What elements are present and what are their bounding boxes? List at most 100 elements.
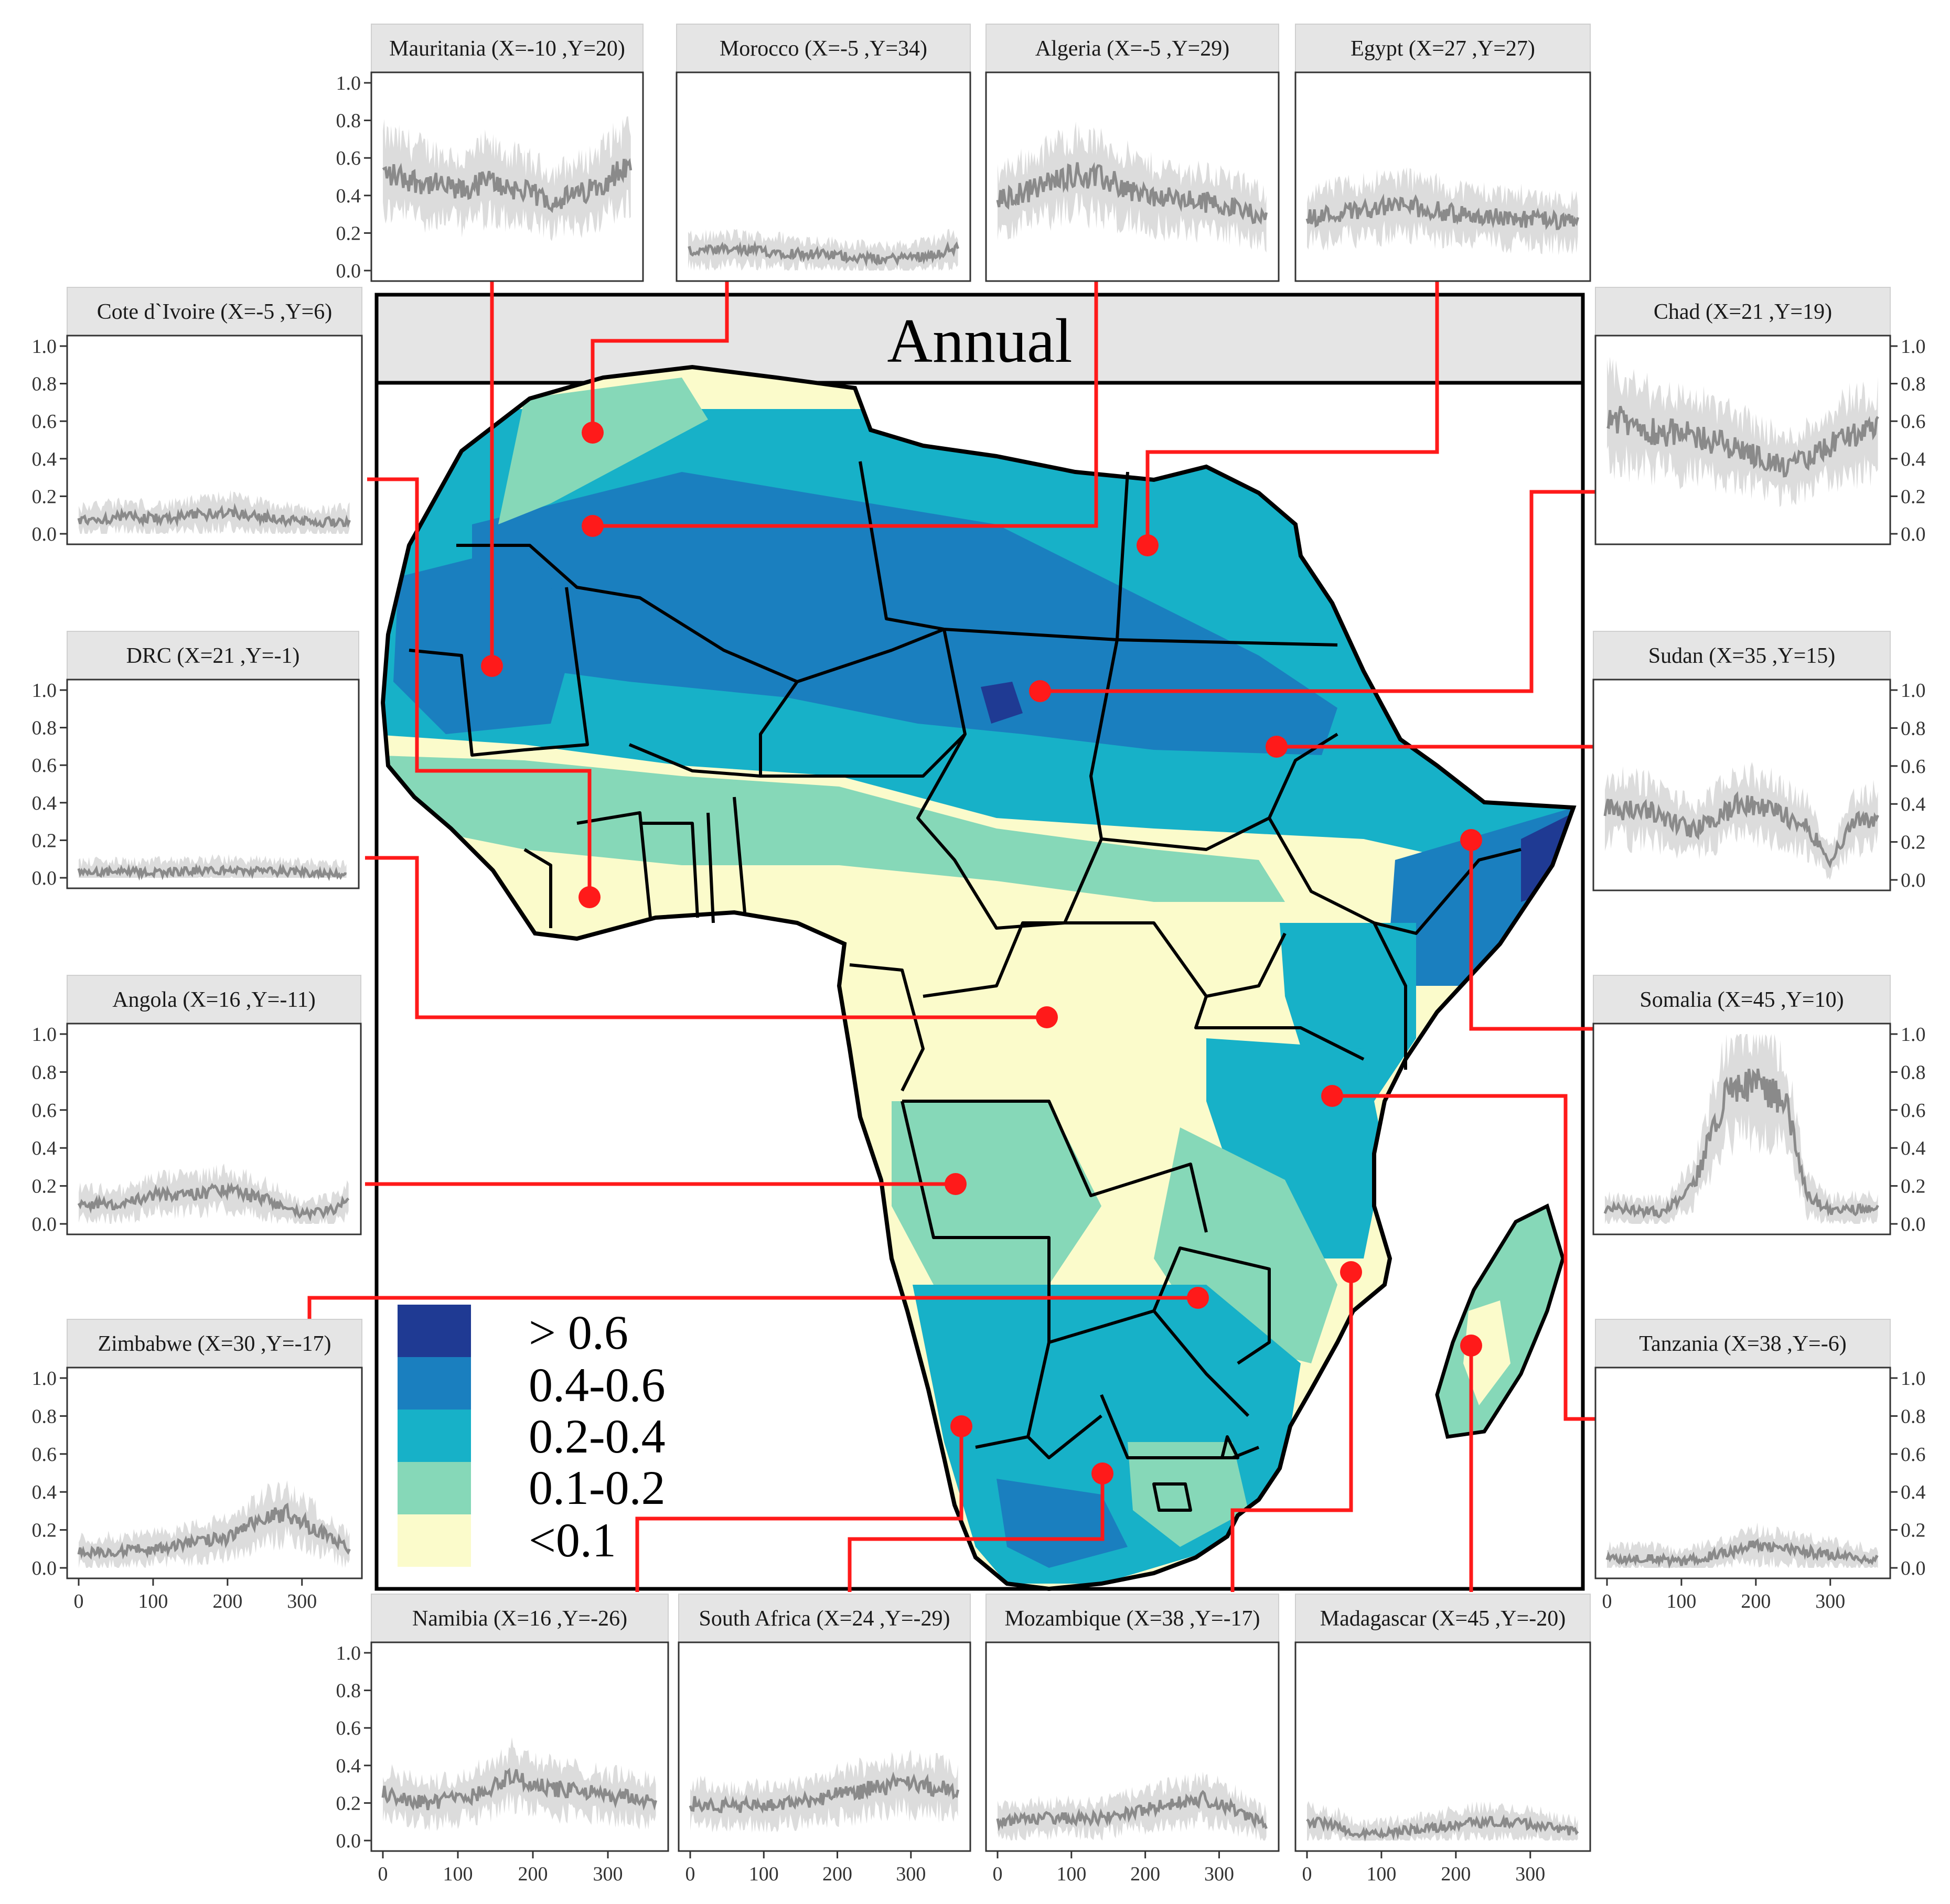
x-tick-label: 200 bbox=[1441, 1863, 1471, 1885]
y-tick-label: 0.0 bbox=[32, 523, 57, 545]
panel-namibia: Namibia (X=16 ,Y=-26) 0.0 0.2 0.4 0.6 0.8 1.0 0… bbox=[336, 1594, 669, 1885]
map-title: Annual bbox=[887, 306, 1072, 375]
legend-label-4: <0.1 bbox=[529, 1513, 616, 1567]
x-tick-label: 200 bbox=[822, 1863, 852, 1885]
y-tick-label: 0.8 bbox=[1901, 373, 1926, 395]
panel-strip-chad bbox=[1595, 287, 1891, 336]
y-tick-label: 0.2 bbox=[1901, 1520, 1926, 1542]
leader-tanzania bbox=[1332, 1094, 1595, 1421]
y-tick-label: 0.8 bbox=[32, 1405, 57, 1427]
panel-title-mauritania: Mauritania (X=-10 ,Y=20) bbox=[389, 37, 625, 61]
series-line-somalia bbox=[1603, 1068, 1879, 1219]
y-tick-label: 0.8 bbox=[32, 1061, 57, 1083]
x-tick-label: 0 bbox=[685, 1863, 695, 1885]
panel-strip-algeria bbox=[985, 24, 1279, 73]
y-tick-label: 0.6 bbox=[1901, 1444, 1926, 1466]
series-band-zimbabwe bbox=[79, 1480, 350, 1568]
x-tick-label: 300 bbox=[1204, 1863, 1234, 1885]
y-tick-label: 0.6 bbox=[32, 411, 57, 433]
y-tick-label: 0.4 bbox=[32, 448, 57, 470]
legend-swatch-0 bbox=[398, 1305, 471, 1357]
y-tick-label: 0.8 bbox=[1901, 717, 1926, 739]
y-tick-label: 0.8 bbox=[32, 373, 57, 395]
marker-madagascar bbox=[1460, 1335, 1482, 1357]
y-tick-label: 0.8 bbox=[1901, 1061, 1926, 1083]
country-borders bbox=[409, 461, 1522, 1512]
x-tick-label: 200 bbox=[212, 1590, 242, 1612]
panel-chad: Chad (X=21 ,Y=19) 0.0 0.2 0.4 0.6 0.8 1.0 bbox=[1594, 287, 1926, 545]
map-title-strip bbox=[374, 293, 1585, 385]
panel-title-angola: Angola (X=16 ,Y=-11) bbox=[112, 988, 316, 1012]
panel-egypt: Egypt (X=27 ,Y=27) bbox=[1294, 24, 1591, 282]
y-tick-label: 0.4 bbox=[1901, 793, 1926, 815]
y-tick-label: 0.2 bbox=[1901, 832, 1926, 854]
panel-sudan: Sudan (X=35 ,Y=15) 0.0 0.2 0.4 0.6 0.8 1.0 bbox=[1592, 631, 1926, 891]
y-tick-label: 0.4 bbox=[1901, 448, 1926, 470]
x-tick-label: 100 bbox=[138, 1590, 168, 1612]
y-tick-label: 1.0 bbox=[1901, 680, 1926, 702]
x-tick-label: 200 bbox=[1741, 1590, 1771, 1612]
y-tick-label: 0.4 bbox=[336, 185, 361, 207]
series-line-morocco bbox=[688, 240, 959, 267]
y-tick-label: 1.0 bbox=[32, 1024, 57, 1046]
panel-title-morocco: Morocco (X=-5 ,Y=34) bbox=[720, 37, 927, 61]
panel-strip-southafrica bbox=[678, 1594, 971, 1643]
africa-map: Annual bbox=[374, 293, 1585, 1626]
marker-algeria bbox=[582, 515, 604, 537]
y-tick-label: 0.4 bbox=[1901, 1137, 1926, 1159]
panel-southafrica: South Africa (X=24 ,Y=-29) 0 100 200 300 bbox=[678, 1594, 971, 1885]
panel-madagascar: Madagascar (X=45 ,Y=-20) 0 100 200 300 bbox=[1294, 1594, 1591, 1885]
x-tick-label: 0 bbox=[74, 1590, 84, 1612]
location-markers bbox=[481, 422, 1482, 1485]
series-band-mauritania bbox=[383, 116, 631, 241]
series-band-somalia bbox=[1605, 1034, 1878, 1224]
panel-cote: Cote d`Ivoire (X=-5 ,Y=6) 0.0 0.2 0.4 0.6 0.8… bbox=[32, 287, 363, 545]
y-tick-label: 0.0 bbox=[32, 867, 57, 889]
series-line-cote bbox=[77, 502, 351, 529]
y-tick-label: 1.0 bbox=[32, 1368, 57, 1390]
panel-strip-namibia bbox=[371, 1594, 669, 1643]
y-tick-label: 0.8 bbox=[32, 717, 57, 739]
leader-lines bbox=[307, 281, 1595, 1592]
panel-strip-egypt bbox=[1295, 24, 1591, 73]
y-tick-label: 0.4 bbox=[336, 1755, 361, 1777]
panel-strip-cote bbox=[67, 287, 362, 336]
y-tick-label: 0.0 bbox=[32, 1213, 57, 1235]
series-line-southafrica bbox=[689, 1771, 960, 1814]
panel-strip-madagascar bbox=[1295, 1594, 1591, 1643]
y-tick-label: 1.0 bbox=[1901, 1024, 1926, 1046]
legend-swatch-1 bbox=[398, 1357, 471, 1410]
x-tick-label: 100 bbox=[1666, 1590, 1696, 1612]
series-line-namibia bbox=[381, 1767, 657, 1811]
leader-southafrica bbox=[848, 1473, 1105, 1592]
panel-title-namibia: Namibia (X=16 ,Y=-26) bbox=[412, 1607, 627, 1631]
y-tick-label: 0.0 bbox=[1901, 1213, 1926, 1235]
panel-strip-tanzania bbox=[1595, 1319, 1891, 1368]
zone-horn-peak bbox=[1521, 813, 1573, 902]
x-tick-label: 200 bbox=[518, 1863, 548, 1885]
series-line-mauritania bbox=[382, 158, 633, 213]
panel-title-drc: DRC (X=21 ,Y=-1) bbox=[126, 644, 300, 668]
panel-somalia: Somalia (X=45 ,Y=10) 0.0 0.2 0.4 0.6 0.8 1.0 bbox=[1592, 975, 1926, 1235]
series-line-drc bbox=[77, 863, 347, 881]
y-tick-label: 0.0 bbox=[336, 260, 361, 282]
panel-strip-drc bbox=[67, 631, 359, 680]
leader-mozambique bbox=[1230, 1272, 1353, 1592]
series-band-chad bbox=[1607, 357, 1878, 508]
x-tick-label: 0 bbox=[1302, 1863, 1312, 1885]
y-tick-label: 0.2 bbox=[32, 1520, 57, 1542]
panel-angola: Angola (X=16 ,Y=-11) 0.0 0.2 0.4 0.6 0.8 1.0 bbox=[32, 975, 362, 1235]
y-tick-label: 0.2 bbox=[32, 1176, 57, 1198]
marker-zimbabwe bbox=[1187, 1287, 1209, 1309]
marker-tanzania bbox=[1321, 1085, 1343, 1107]
panel-title-chad: Chad (X=21 ,Y=19) bbox=[1654, 300, 1832, 324]
leader-chad bbox=[1040, 490, 1595, 693]
series-line-angola bbox=[77, 1182, 350, 1222]
y-tick-label: 0.2 bbox=[32, 486, 57, 508]
time-series-panels: Mauritania (X=-10 ,Y=20) 0.0 0.2 0.4 0.6 0.8 1… bbox=[32, 24, 1926, 1885]
panel-title-tanzania: Tanzania (X=38 ,Y=-6) bbox=[1639, 1332, 1846, 1356]
leader-algeria bbox=[593, 281, 1098, 528]
leader-somalia bbox=[1469, 840, 1593, 1031]
y-tick-label: 0.6 bbox=[1901, 411, 1926, 433]
panel-drc: DRC (X=21 ,Y=-1) 0.0 0.2 0.4 0.6 0.8 1.0 bbox=[32, 631, 360, 889]
